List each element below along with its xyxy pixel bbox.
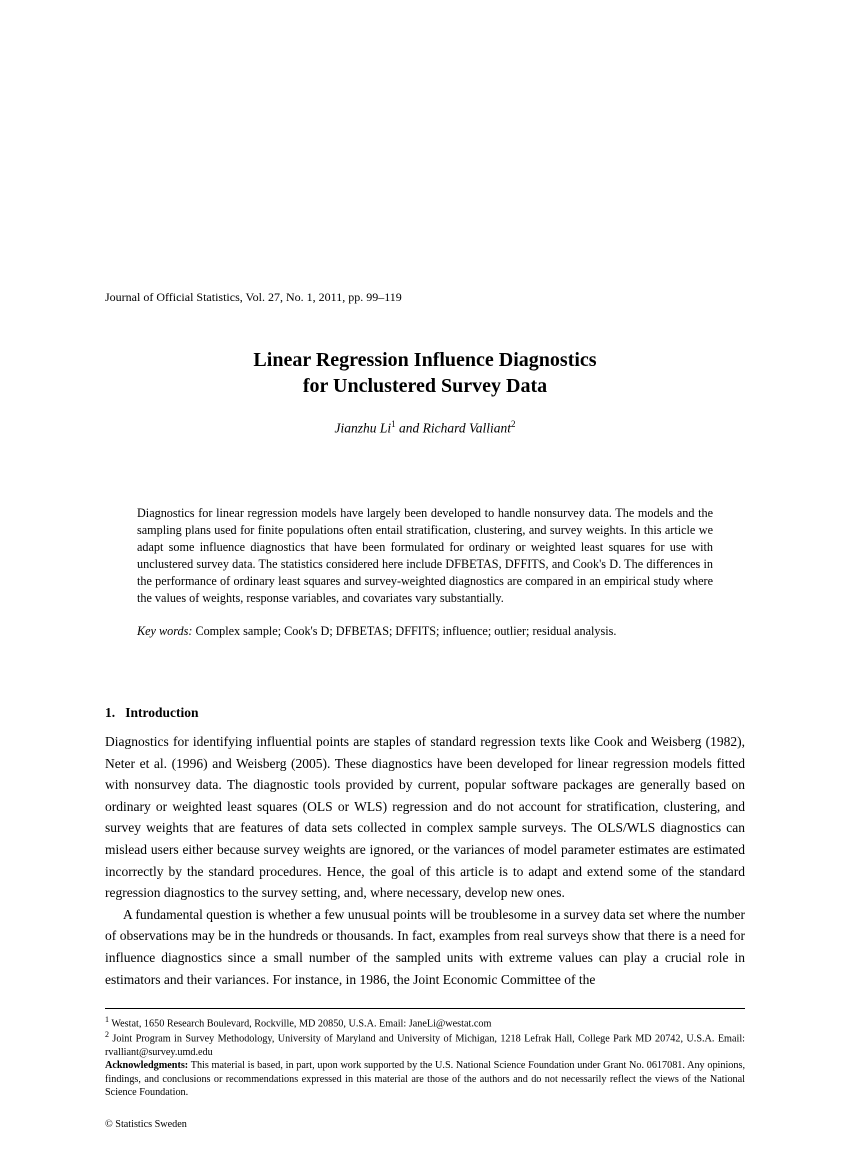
- footnote-2: 2 Joint Program in Survey Methodology, U…: [105, 1030, 745, 1059]
- paragraph-2: A fundamental question is whether a few …: [105, 904, 745, 990]
- footnote-1: 1 Westat, 1650 Research Boulevard, Rockv…: [105, 1015, 745, 1031]
- body-text: Diagnostics for identifying influential …: [105, 731, 745, 990]
- ack-text: This material is based, in part, upon wo…: [105, 1060, 745, 1098]
- paragraph-1: Diagnostics for identifying influential …: [105, 731, 745, 904]
- footer-section: 1 Westat, 1650 Research Boulevard, Rockv…: [105, 1008, 745, 1130]
- section-number: 1.: [105, 705, 115, 720]
- footnote-2-text: Joint Program in Survey Methodology, Uni…: [105, 1034, 745, 1058]
- author-2: Richard Valliant: [423, 421, 511, 436]
- section-heading: 1. Introduction: [105, 705, 745, 721]
- footnotes: 1 Westat, 1650 Research Boulevard, Rockv…: [105, 1015, 745, 1099]
- paper-title: Linear Regression Influence Diagnostics …: [105, 347, 745, 399]
- author-2-sup: 2: [511, 419, 516, 429]
- page-content: Journal of Official Statistics, Vol. 27,…: [0, 0, 850, 1030]
- footnote-1-text: Westat, 1650 Research Boulevard, Rockvil…: [109, 1018, 491, 1029]
- keywords-label: Key words:: [137, 624, 192, 638]
- section-title: Introduction: [125, 705, 198, 720]
- copyright: © Statistics Sweden: [105, 1119, 745, 1130]
- authors-line: Jianzhu Li1 and Richard Valliant2: [105, 419, 745, 437]
- author-1: Jianzhu Li: [334, 421, 391, 436]
- keywords-text: Complex sample; Cook's D; DFBETAS; DFFIT…: [192, 624, 616, 638]
- author-sep: and: [396, 421, 423, 436]
- title-line-1: Linear Regression Influence Diagnostics: [253, 349, 596, 371]
- abstract-text: Diagnostics for linear regression models…: [137, 505, 713, 607]
- acknowledgments: Acknowledgments: This material is based,…: [105, 1059, 745, 1099]
- keywords: Key words: Complex sample; Cook's D; DFB…: [137, 623, 713, 640]
- title-line-2: for Unclustered Survey Data: [303, 375, 547, 397]
- footnote-rule: [105, 1008, 745, 1009]
- journal-header: Journal of Official Statistics, Vol. 27,…: [105, 290, 745, 305]
- abstract-block: Diagnostics for linear regression models…: [137, 505, 713, 641]
- ack-label: Acknowledgments:: [105, 1060, 188, 1071]
